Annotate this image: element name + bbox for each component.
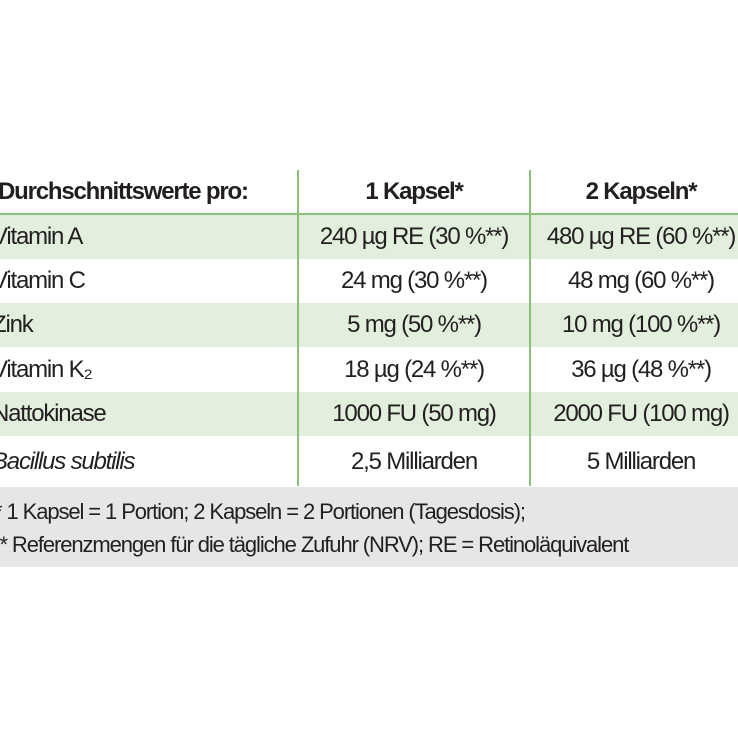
table-row: Zink 5 mg (50 %**) 10 mg (100 %**): [0, 303, 738, 347]
table-row: Vitamin K₂ 18 µg (24 %**) 36 µg (48 %**): [0, 347, 738, 392]
value-cell: 18 µg (24 %**): [344, 355, 485, 383]
value-cell: 24 mg (30 %**): [341, 267, 488, 294]
footnote: ** Referenzmengen für die tägliche Zufuh…: [0, 532, 629, 557]
value-cell: 5 Milliarden: [586, 448, 697, 475]
value-cell: 5 mg (50 %**): [347, 311, 482, 338]
header-row: Durchschnittswerte pro: 1 Kapsel* 2 Kaps…: [0, 170, 738, 214]
nutrient-cell: Zink: [0, 311, 34, 338]
column-divider: [297, 170, 299, 486]
nutrient-cell: Vitamin A: [0, 223, 83, 250]
value-cell: 36 µg (48 %**): [571, 355, 712, 383]
table-row: Vitamin A 240 µg RE (30 %**) 480 µg RE (…: [0, 215, 738, 259]
table-row: Nattokinase 1000 FU (50 mg) 2000 FU (100…: [0, 392, 738, 436]
header-divider: [0, 213, 738, 215]
value-cell: 240 µg RE (30 %**): [319, 223, 510, 250]
header-cell: 1 Kapsel*: [365, 178, 463, 205]
value-cell: 2000 FU (100 mg): [553, 400, 730, 427]
value-cell: 1000 FU (50 mg): [332, 400, 497, 427]
table-row: Bacillus subtilis 2,5 Milliarden 5 Milli…: [0, 438, 738, 486]
nutrient-cell: Vitamin C: [0, 267, 86, 294]
value-cell: 2,5 Milliarden: [351, 448, 478, 475]
nutrient-cell: Nattokinase: [0, 400, 107, 427]
table-row: Vitamin C 24 mg (30 %**) 48 mg (60 %**): [0, 259, 738, 303]
nutrient-cell: Bacillus subtilis: [0, 448, 136, 475]
nutrient-cell: Vitamin K₂: [0, 355, 93, 383]
header-cell: Durchschnittswerte pro:: [0, 178, 249, 205]
value-cell: 480 µg RE (60 %**): [546, 223, 737, 250]
value-cell: 48 mg (60 %**): [568, 267, 715, 294]
value-cell: 10 mg (100 %**): [561, 311, 721, 338]
column-divider: [529, 170, 531, 486]
footnote: * 1 Kapsel = 1 Portion; 2 Kapseln = 2 Po…: [0, 499, 526, 524]
footnote-box: * 1 Kapsel = 1 Portion; 2 Kapseln = 2 Po…: [0, 487, 738, 567]
header-cell: 2 Kapseln*: [585, 178, 698, 205]
